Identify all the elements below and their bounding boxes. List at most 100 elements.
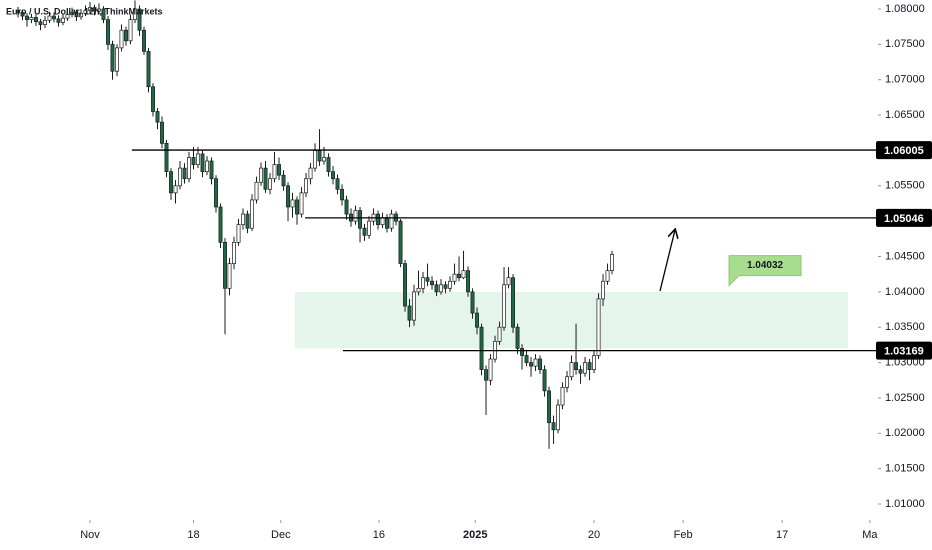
x-tick-label: 16 [373,529,385,541]
candle-body [452,273,457,282]
candle-body [56,18,61,23]
level-label-box [876,208,932,227]
candle-body [74,12,79,18]
candle-body [506,277,511,286]
candle-body [101,8,106,20]
candle-body [83,10,88,14]
candle-body [515,326,520,349]
candle-body [61,17,65,23]
candle-body [178,167,182,187]
zone [294,291,848,349]
candle-body [236,224,241,243]
candle-body [425,277,430,282]
candle-body [457,273,461,279]
candle-body [142,29,146,52]
candle-body [587,362,592,371]
level-label: 1.03169 [884,346,924,358]
candle-body [385,217,389,229]
candle-body [407,305,412,321]
level-label: 1.06005 [884,145,924,157]
y-tick-label: 1.06500 [885,109,925,121]
level-label-box [876,341,932,360]
candle-body [254,181,259,201]
candle-body [502,284,506,328]
candle-body [547,390,551,424]
candle-body [20,12,25,17]
candle-body [475,312,479,328]
x-tick-label: Dec [271,529,291,541]
candle-body [569,362,574,378]
candle-body [200,153,205,172]
candle-body [119,29,124,49]
y-tick-label: 1.08000 [885,3,925,15]
candle-body [317,150,322,162]
candle-body [434,284,439,293]
candle-body [223,242,227,289]
zone-layer [294,291,848,349]
candle-body [376,213,380,226]
candle-body [538,358,542,371]
candle-body [146,51,151,88]
candle-body [358,210,362,229]
candle-body [601,280,605,300]
candle-body [47,15,52,21]
candle-body [34,17,38,23]
candle-body [65,14,70,19]
candle-body [38,21,43,25]
candle-body [268,178,272,190]
candle-body [281,174,286,187]
y-tick-label: 1.01500 [885,463,925,475]
callout-box [728,255,802,287]
candle-body [331,171,335,180]
x-tick-label: Feb [674,529,693,541]
candle-body [128,19,133,42]
x-tick-label: Nov [80,529,100,541]
candle-body [443,284,448,289]
candle-body [79,12,83,18]
x-tick-label: 20 [588,529,600,541]
candle-body [610,254,614,271]
candle-body [403,263,407,307]
candle-body [151,86,155,112]
candle-body [421,277,425,289]
candle-body [299,192,304,215]
candle-body [340,188,344,201]
y-tick-label: 1.02000 [885,427,925,439]
candle-body [110,43,115,72]
candle-body [529,362,533,367]
candle-body [556,404,560,431]
candle-body [353,210,358,222]
candle-body [272,164,277,180]
candle-body [367,220,371,236]
level-label-box [876,141,932,160]
candle-layer [16,0,614,449]
candle-body [124,29,128,42]
candle-body [466,270,470,293]
candle-body [344,199,349,215]
candle-body [25,15,29,20]
candle-body [290,199,295,208]
candle-body [511,277,515,328]
candle-body [70,12,74,15]
candle-body [218,206,223,243]
candle-body [191,157,196,165]
candle-body [29,17,34,20]
candle-body [43,19,47,25]
level-layer: 1.04032 [131,149,878,352]
candle-body [277,164,281,176]
candle-body [295,199,299,215]
candle-body [196,153,200,165]
candle-body [155,111,160,123]
chart-title: Euro / U.S. Dollar, 12h, ThinkMarkets [6,6,163,16]
candle-body [578,369,583,374]
candle-body [169,171,173,194]
candle-body [263,167,268,190]
candle-body [416,287,421,293]
y-tick-label: 1.04500 [885,250,925,262]
candle-body [16,10,20,13]
y-tick-label: 1.05500 [885,180,925,192]
level-label: 1.05046 [884,213,924,225]
axis-layer: 1.080001.075001.070001.065001.060001.055… [80,3,932,541]
